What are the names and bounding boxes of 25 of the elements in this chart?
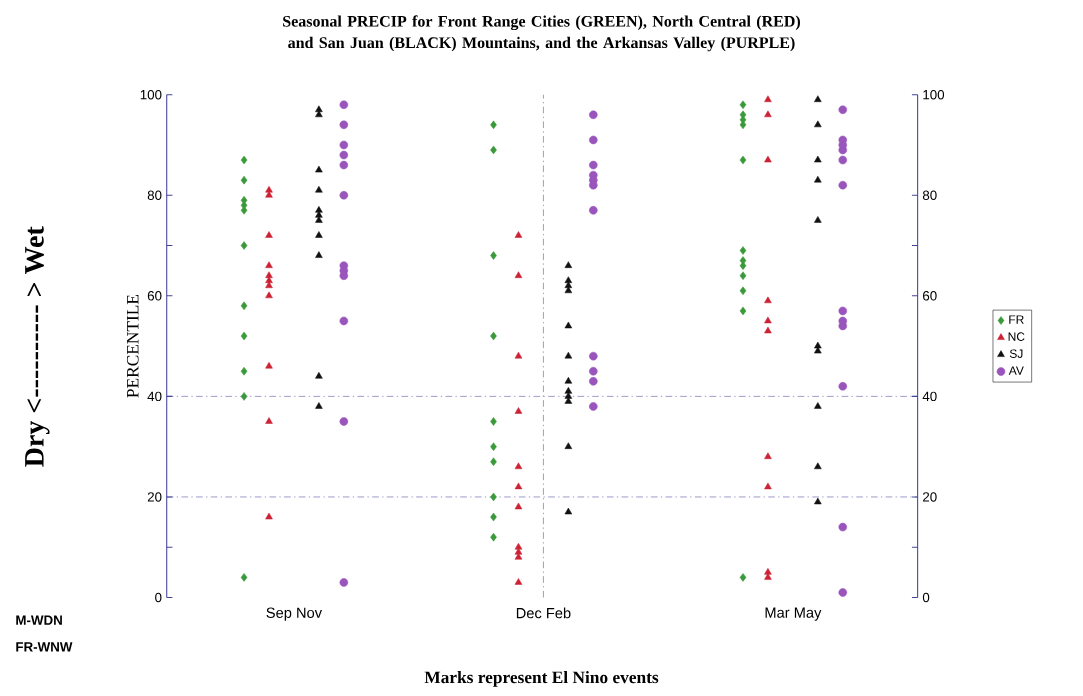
x-tick-label: Dec Feb xyxy=(516,607,571,619)
y-tick-label: 0 xyxy=(155,592,162,603)
legend-label: NC xyxy=(1008,332,1025,341)
text: M-WDN xyxy=(16,615,62,625)
x-tick-label: Mar May xyxy=(765,607,822,621)
y2-tick-label: 20 xyxy=(923,492,937,502)
y2-tick-label: 60 xyxy=(923,291,937,301)
y-tick-label: 20 xyxy=(147,492,162,502)
y-axis-title: PERCENTILE xyxy=(126,294,139,398)
x-tick-label: Sep Nov xyxy=(266,607,323,621)
x-axis-title: Marks represent El Nino events xyxy=(424,670,659,687)
legend-label: AV xyxy=(1008,366,1024,375)
y2-tick-label: 0 xyxy=(922,592,930,603)
legend-label: FR xyxy=(1009,315,1024,324)
y-tick-label: 100 xyxy=(140,89,162,100)
text: Dry <---------- > Wet xyxy=(25,226,50,467)
y-tick-label: 40 xyxy=(147,391,162,401)
legend-label: SJ xyxy=(1009,349,1023,358)
y2-tick-label: 40 xyxy=(922,391,937,401)
y-tick-label: 60 xyxy=(147,291,162,301)
y2-tick-label: 100 xyxy=(923,89,945,100)
y2-tick-label: 80 xyxy=(922,190,937,200)
chart-title: Seasonal PRECIP for Front Range Cities (GREEN), North Central (RED) and San Juan (BLACK) Mountains, and the Arkansas Valley (PURPLE) xyxy=(283,15,801,52)
text: FR-WNW xyxy=(16,642,73,652)
y-tick-label: 80 xyxy=(147,190,162,200)
